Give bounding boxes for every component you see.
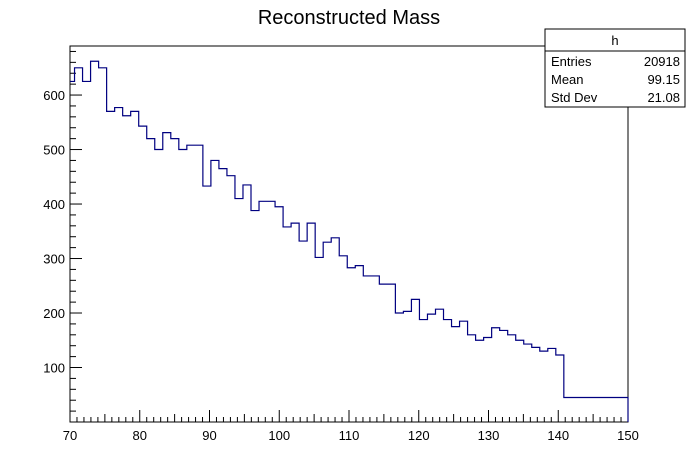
chart-title: Reconstructed Mass xyxy=(258,7,440,29)
stats-mean-value: 99.15 xyxy=(647,72,680,87)
stats-box-frame xyxy=(544,28,686,108)
x-tick-label: 120 xyxy=(408,428,430,443)
histogram-bin xyxy=(508,335,516,422)
x-tick-label: 80 xyxy=(133,428,147,443)
histogram-bin xyxy=(203,186,211,422)
histogram-bin xyxy=(492,328,500,422)
stats-stddev-value: 21.08 xyxy=(647,90,680,105)
stats-box-title: h xyxy=(611,33,618,48)
histogram-bin xyxy=(291,223,299,422)
histogram-bin xyxy=(123,116,131,422)
histogram-bin xyxy=(500,330,508,422)
histogram-bin xyxy=(395,313,403,422)
stats-box: h Entries 20918 Mean 99.15 Std Dev 21.08 xyxy=(544,28,686,108)
histogram-bin xyxy=(363,276,371,422)
y-tick-label: 500 xyxy=(43,143,65,158)
y-tick-label: 300 xyxy=(43,252,65,267)
histogram-bin xyxy=(267,201,275,422)
y-tick-label: 200 xyxy=(43,306,65,321)
histogram-bin xyxy=(476,340,484,422)
histogram-bin xyxy=(403,311,411,422)
histogram-bin xyxy=(139,126,147,422)
histogram-bin xyxy=(315,257,323,422)
y-tick-label: 400 xyxy=(43,197,65,212)
histogram-bin xyxy=(355,266,363,422)
histogram-bin xyxy=(548,348,556,422)
histogram-bin xyxy=(444,320,452,422)
histogram-bin xyxy=(219,169,227,422)
stats-stddev-label: Std Dev xyxy=(551,90,598,105)
histogram-bin xyxy=(187,145,195,422)
histogram-bin xyxy=(307,223,315,422)
histogram-bin xyxy=(251,211,259,422)
x-tick-label: 70 xyxy=(63,428,77,443)
x-axis: 70 80 90 100 110 120 130 140 150 xyxy=(63,410,639,443)
histogram-bin xyxy=(435,309,443,422)
histogram-bin xyxy=(107,111,115,422)
histogram-bin xyxy=(556,355,564,422)
histogram-bin xyxy=(427,314,435,422)
x-tick-label: 90 xyxy=(202,428,216,443)
x-tick-label: 100 xyxy=(268,428,290,443)
histogram-bin xyxy=(195,145,203,422)
x-tick-label: 130 xyxy=(478,428,500,443)
histogram-bin xyxy=(532,347,540,422)
x-tick-label: 110 xyxy=(339,428,360,443)
histogram-bin xyxy=(131,111,139,422)
histogram-bin xyxy=(283,227,291,422)
histogram-bin xyxy=(387,284,395,422)
histogram-bin xyxy=(516,340,524,422)
histogram-bin xyxy=(540,351,548,422)
stats-entries-label: Entries xyxy=(551,54,592,69)
histogram-bin xyxy=(468,335,476,422)
histogram-bin xyxy=(275,207,283,422)
histogram-bin xyxy=(83,81,91,422)
x-tick-label: 150 xyxy=(617,428,639,443)
histogram-bin xyxy=(243,185,251,422)
histogram-bin xyxy=(91,61,99,422)
histogram-bin xyxy=(411,299,419,422)
y-tick-label: 100 xyxy=(43,361,65,376)
histogram-bin xyxy=(75,68,83,422)
histogram-bins xyxy=(70,61,628,422)
histogram-bin xyxy=(371,276,379,422)
histogram-bin xyxy=(564,397,628,422)
histogram-bin xyxy=(323,242,331,422)
histogram-bin xyxy=(155,150,163,422)
histogram-bin xyxy=(347,268,355,422)
histogram-bin xyxy=(524,344,532,422)
histogram-bin xyxy=(379,284,387,422)
histogram-bin xyxy=(419,320,427,422)
x-tick-label: 140 xyxy=(547,428,569,443)
histogram-bin xyxy=(235,199,243,422)
histogram-bin xyxy=(331,238,339,422)
histogram-bin xyxy=(452,327,460,422)
histogram-bin xyxy=(259,201,267,422)
histogram-bin xyxy=(227,176,235,422)
y-tick-label: 600 xyxy=(43,88,65,103)
histogram-bin xyxy=(179,150,187,422)
histogram-bin xyxy=(99,68,107,422)
histogram-bin xyxy=(211,160,219,422)
histogram-bin xyxy=(115,108,123,422)
histogram-bin xyxy=(339,256,347,422)
stats-entries-value: 20918 xyxy=(644,54,680,69)
histogram-bin xyxy=(484,338,492,422)
y-axis: 100 200 300 400 500 600 xyxy=(43,50,82,412)
histogram-outline xyxy=(70,60,629,422)
histogram-bin xyxy=(70,81,75,422)
stats-mean-label: Mean xyxy=(551,72,584,87)
histogram-bin xyxy=(163,133,171,422)
histogram-bin xyxy=(299,241,307,422)
histogram-bin xyxy=(147,139,155,422)
histogram-bin xyxy=(460,321,468,422)
histogram-bin xyxy=(171,139,179,422)
